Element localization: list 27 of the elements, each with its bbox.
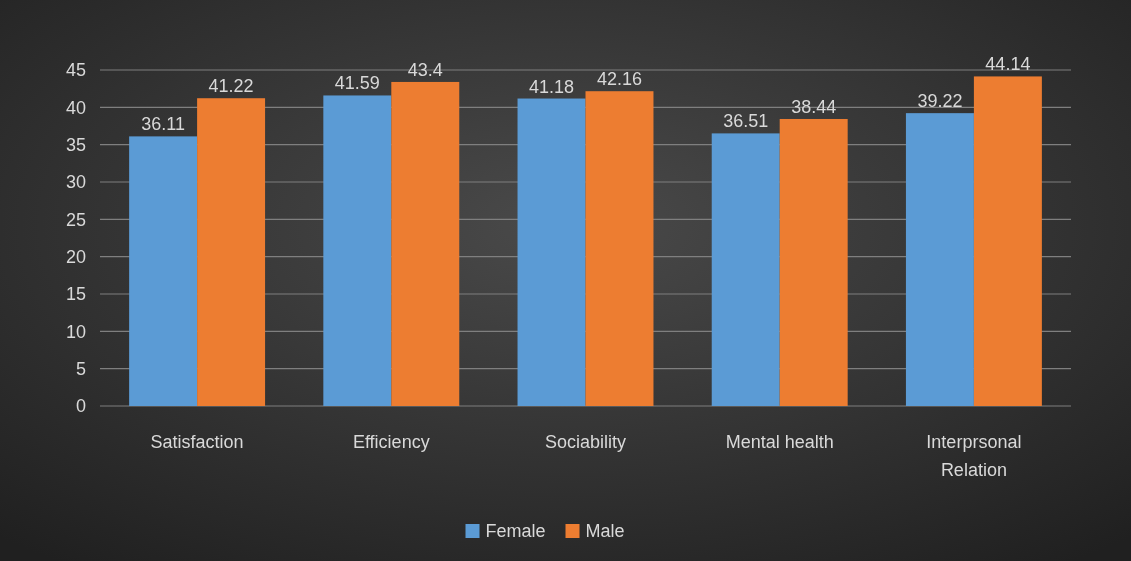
data-label: 38.44 xyxy=(791,96,837,117)
x-tick-label: Interprsonal Relation xyxy=(926,432,1022,480)
data-label: 41.59 xyxy=(334,73,380,94)
y-tick-label: 15 xyxy=(65,284,86,305)
y-tick-label: 30 xyxy=(65,172,86,193)
legend-label: Female xyxy=(485,521,546,542)
y-tick-label: 35 xyxy=(65,134,86,155)
data-label: 36.11 xyxy=(141,114,185,135)
data-label: 44.14 xyxy=(985,54,1031,75)
data-label: 42.16 xyxy=(596,69,643,90)
y-tick-label: 40 xyxy=(65,97,86,118)
x-tick-label: Mental health xyxy=(725,432,834,452)
y-tick-label: 0 xyxy=(75,396,86,417)
y-tick-label: 5 xyxy=(75,358,86,379)
legend-label: Male xyxy=(585,521,625,542)
x-tick-label: Satisfaction xyxy=(150,432,244,452)
y-tick-label: 45 xyxy=(65,60,86,81)
y-tick-label: 25 xyxy=(65,209,86,230)
y-tick-label: 10 xyxy=(65,321,86,342)
data-label: 36.51 xyxy=(723,111,769,132)
data-label: 39.22 xyxy=(917,91,963,112)
data-label: 41.18 xyxy=(528,76,575,97)
data-label: 43.4 xyxy=(407,59,443,80)
x-tick-label: Efficiency xyxy=(352,432,430,452)
x-tick-label: Sociability xyxy=(544,432,627,452)
y-tick-label: 20 xyxy=(65,246,86,267)
data-label: 41.22 xyxy=(208,76,254,97)
